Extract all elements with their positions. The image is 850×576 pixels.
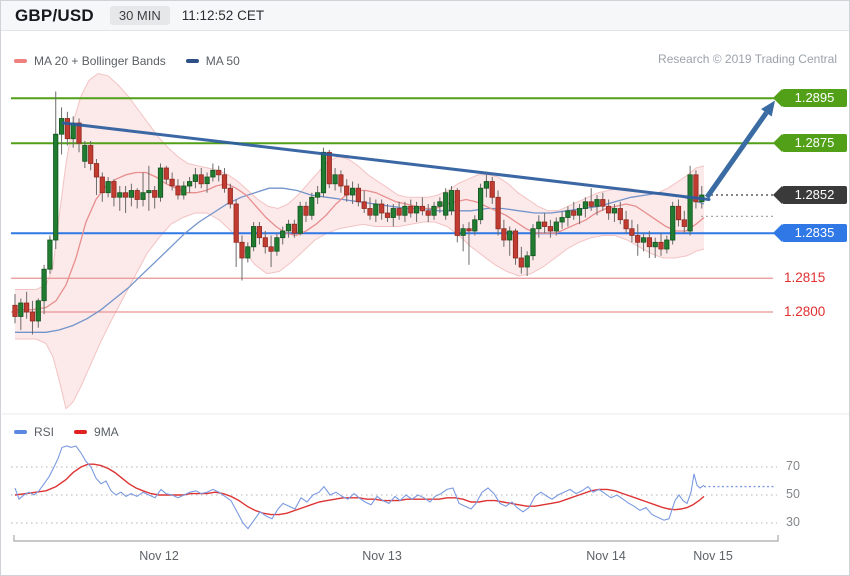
rsi-9ma-line	[14, 463, 705, 516]
rsi-swatch-icon	[14, 430, 27, 434]
rsi-line	[14, 445, 705, 530]
time-axis-bracket	[13, 535, 779, 542]
price-label-1.2852: 1.2852	[773, 186, 847, 204]
bollinger-lower-line	[15, 212, 705, 410]
ma20-bollinger-label: MA 20 + Bollinger Bands	[34, 54, 166, 68]
ma20-bollinger-swatch-icon	[14, 59, 27, 63]
timeframe-badge[interactable]: 30 MIN	[109, 6, 170, 25]
clock-time: 11:12:52 CET	[181, 8, 265, 23]
header-bar: GBP/USD 30 MIN 11:12:52 CET	[1, 1, 849, 31]
price-label-1.2800: 1.2800	[784, 304, 826, 319]
price-label-tip-icon	[773, 134, 782, 152]
ma20-line	[15, 171, 705, 311]
time-axis-label-nov-15: Nov 15	[693, 549, 733, 563]
price-label-1.2815: 1.2815	[784, 270, 826, 285]
bollinger-band-area	[15, 73, 704, 409]
rsi-9ma-label: 9MA	[94, 425, 119, 439]
breakout-arrow-shaft	[704, 111, 769, 199]
ma50-label: MA 50	[205, 54, 240, 68]
price-label-1.2835: 1.2835	[773, 224, 847, 242]
research-watermark: Research © 2019 Trading Central	[658, 52, 837, 66]
ma50-swatch-icon	[185, 59, 199, 63]
time-axis-label-nov-12: Nov 12	[139, 549, 179, 563]
breakout-arrow-head-icon	[761, 100, 775, 117]
price-label-1.2875: 1.2875	[773, 134, 847, 152]
price-label-tip-icon	[773, 186, 782, 204]
candles	[12, 91, 705, 335]
ma50-line	[15, 187, 705, 333]
price-label-tip-icon	[773, 89, 782, 107]
rsi-scale-label-70: 70	[786, 459, 800, 473]
rsi-label: RSI	[34, 425, 55, 439]
rsi-legend: RSI 9MA	[14, 425, 139, 439]
time-axis-label-nov-13: Nov 13	[362, 549, 402, 563]
resistance-trendline	[61, 121, 711, 201]
rsi-scale-label-50: 50	[786, 487, 800, 501]
indicator-legend: MA 20 + Bollinger Bands MA 50	[14, 54, 260, 68]
price-label-1.2895: 1.2895	[773, 89, 847, 107]
time-axis-label-nov-14: Nov 14	[586, 549, 626, 563]
rsi-scale-label-30: 30	[786, 515, 800, 529]
price-label-tip-icon	[773, 224, 782, 242]
symbol-title: GBP/USD	[15, 5, 94, 25]
rsi-9ma-swatch-icon	[74, 430, 88, 434]
